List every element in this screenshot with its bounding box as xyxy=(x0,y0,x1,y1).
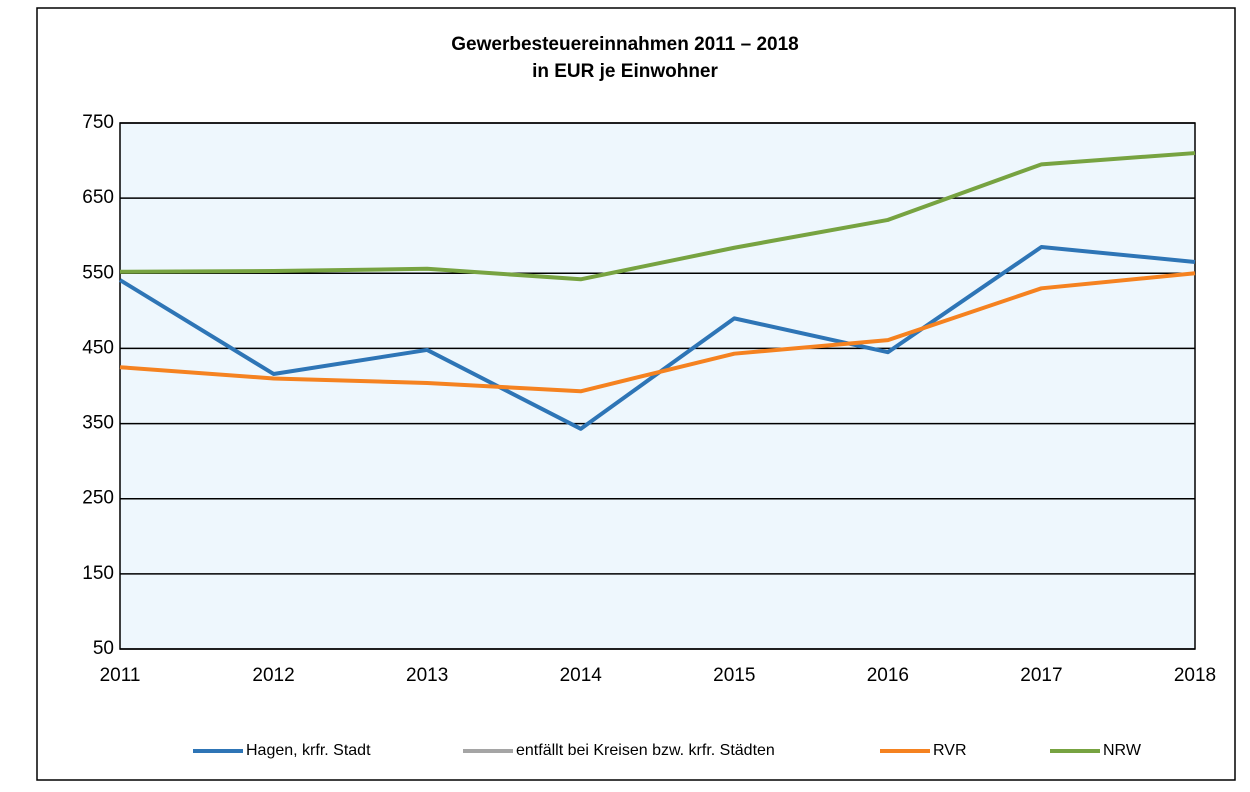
line-series xyxy=(119,151,1196,282)
x-tick-label: 2012 xyxy=(252,665,294,686)
chart-subtitle: in EUR je Einwohner xyxy=(532,61,718,82)
x-tick-label: 2017 xyxy=(1020,665,1062,686)
legend-label: Hagen, krfr. Stadt xyxy=(246,742,371,759)
y-tick-label: 550 xyxy=(82,262,114,283)
x-tick-label: 2014 xyxy=(560,665,603,686)
x-tick-label: 2011 xyxy=(100,665,141,686)
line-series xyxy=(119,271,1196,394)
y-tick-label: 650 xyxy=(82,187,114,208)
y-tick-label: 150 xyxy=(82,563,114,584)
x-tick-label: 2013 xyxy=(406,665,448,686)
y-tick-label: 250 xyxy=(82,488,114,509)
x-tick-label: 2018 xyxy=(1174,665,1216,686)
y-tick-label: 350 xyxy=(82,413,114,434)
plot-border xyxy=(119,122,1196,650)
x-tick-label: 2016 xyxy=(867,665,909,686)
y-tick-label: 50 xyxy=(93,638,114,659)
chart-title: Gewerbesteuereinnahmen 2011 – 2018 xyxy=(451,34,798,55)
y-tick-label: 450 xyxy=(82,337,114,358)
y-tick-label: 750 xyxy=(82,112,114,133)
legend-label: RVR xyxy=(933,742,967,759)
plot-area xyxy=(120,123,1195,649)
legend-label: entfällt bei Kreisen bzw. krfr. Städten xyxy=(516,742,775,759)
x-tick-label: 2015 xyxy=(713,665,755,686)
legend-label: NRW xyxy=(1103,742,1142,759)
